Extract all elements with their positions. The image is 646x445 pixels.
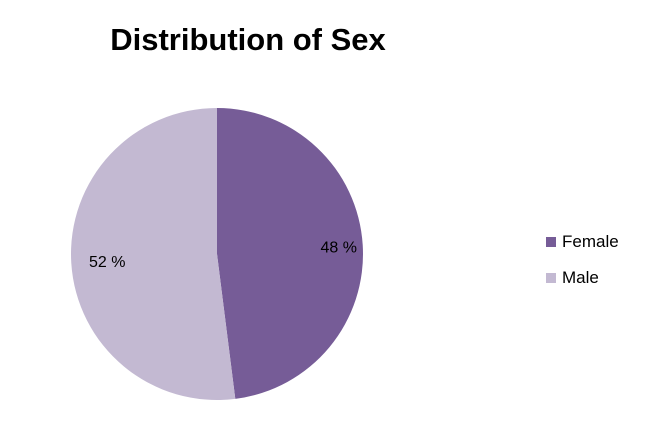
legend: Female Male [546, 224, 619, 296]
pie-slice-male [71, 108, 236, 400]
legend-label-male: Male [562, 268, 599, 287]
legend-swatch-male [546, 273, 556, 283]
legend-item-female: Female [546, 224, 619, 260]
pie-slice-female [217, 108, 364, 399]
legend-label-female: Female [562, 232, 619, 251]
legend-swatch-female [546, 237, 556, 247]
data-label-male: 52 % [89, 254, 125, 271]
data-label-female: 48 % [321, 239, 357, 256]
chart-title: Distribution of Sex [110, 22, 386, 57]
legend-item-male: Male [546, 260, 619, 296]
